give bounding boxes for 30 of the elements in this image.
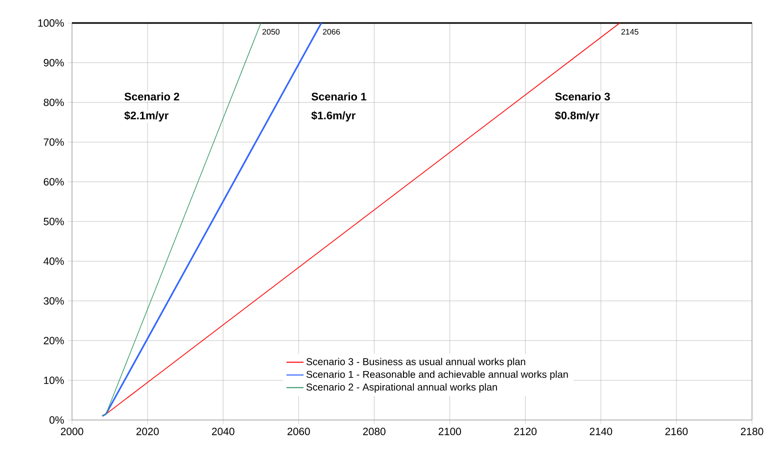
annotation: Scenario 2 bbox=[124, 92, 180, 100]
annotation: $1.6m/yr bbox=[311, 111, 356, 122]
y-tick-label: 40% bbox=[44, 258, 64, 265]
x-tick-label: 2060 bbox=[288, 428, 310, 436]
x-tick-label: 2180 bbox=[740, 428, 764, 436]
x-tick-label: 2020 bbox=[136, 428, 159, 436]
y-tick-label: 10% bbox=[44, 376, 64, 384]
y-tick-label: 50% bbox=[44, 218, 64, 226]
y-tick-label: 20% bbox=[44, 336, 64, 344]
x-tick-label: 2160 bbox=[665, 428, 688, 436]
legend-label: Scenario 3 - Business as usual annual works plan bbox=[306, 358, 526, 368]
annotation: Scenario 3 bbox=[555, 92, 610, 100]
y-tick-label: 0% bbox=[50, 416, 64, 424]
x-tick-label: 2140 bbox=[590, 428, 612, 436]
annotation: Scenario 1 bbox=[312, 92, 366, 100]
x-tick-label: 2120 bbox=[514, 428, 537, 436]
y-tick-label: 70% bbox=[44, 138, 64, 146]
y-tick-label: 60% bbox=[44, 178, 64, 186]
y-tick-label: 100% bbox=[38, 19, 64, 27]
legend-label: Scenario 1 - Reasonable and achievable annual works plan bbox=[306, 370, 568, 380]
x-tick-label: 2000 bbox=[60, 428, 84, 436]
legend-label: Scenario 2 - Aspirational annual works plan bbox=[306, 383, 497, 393]
annotation: $0.8m/yr bbox=[555, 111, 600, 122]
x-tick-label: 2100 bbox=[438, 428, 461, 436]
y-tick-label: 80% bbox=[44, 98, 64, 106]
x-tick-label: 2040 bbox=[212, 428, 234, 436]
y-tick-label: 30% bbox=[44, 297, 64, 305]
annotation: $2.1m/yr bbox=[124, 111, 168, 122]
y-tick-label: 90% bbox=[44, 59, 64, 66]
x-tick-label: 2080 bbox=[363, 428, 386, 436]
